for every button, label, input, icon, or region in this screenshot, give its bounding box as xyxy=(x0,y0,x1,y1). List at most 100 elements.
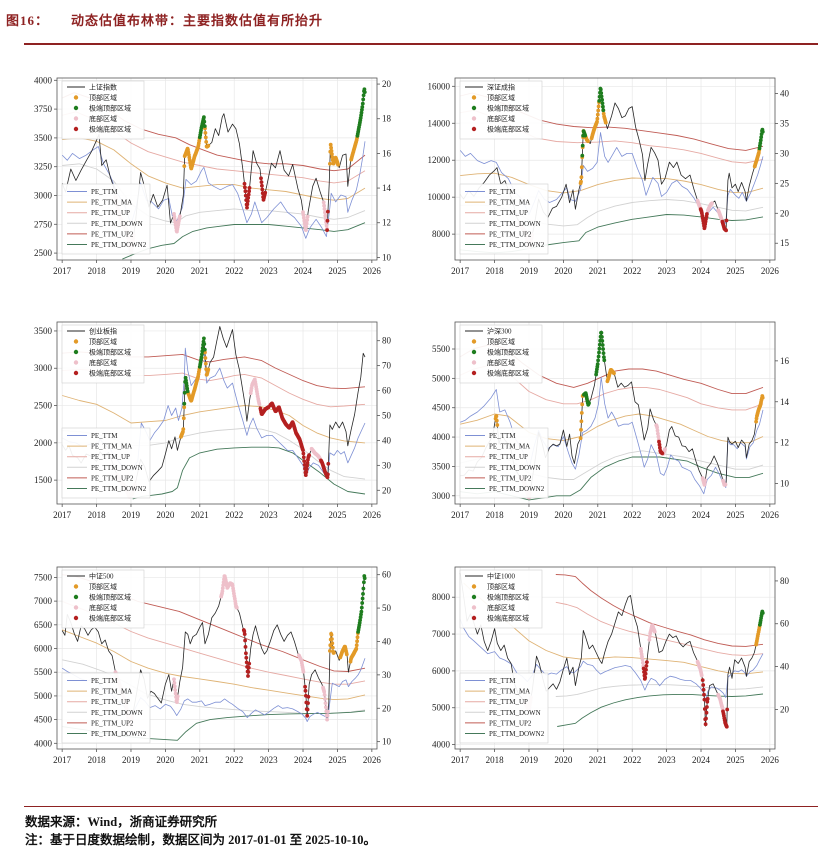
region-markers xyxy=(522,609,765,729)
pe-ttm-down2-line xyxy=(122,222,366,260)
legend-pe-label: PE_TTM_DOWN2 xyxy=(91,485,147,493)
x-axis-tick: 2023 xyxy=(260,510,279,520)
x-axis-tick: 2022 xyxy=(623,510,641,520)
left-axis-tick: 4000 xyxy=(34,738,53,748)
x-axis-tick: 2024 xyxy=(294,755,313,765)
x-axis-tick: 2017 xyxy=(53,510,72,520)
x-axis-tick: 2025 xyxy=(328,266,347,276)
plot-border xyxy=(454,566,776,750)
legend-pe-label: PE_TTM_DOWN2 xyxy=(489,730,545,738)
right-axis-tick: 60 xyxy=(382,386,392,396)
legend-pe-label: PE_TTM_DOWN xyxy=(91,220,143,228)
chart-csi300: 3000 3500 4000 4500 5000 5500 10 12 14 16 2017 2018… xyxy=(407,314,803,554)
left-axis-tick: 3000 xyxy=(432,491,451,501)
left-axis-tick: 2500 xyxy=(34,248,53,258)
legend-index-name: 沪深300 xyxy=(487,327,512,336)
left-axis-tick: 7000 xyxy=(432,629,451,639)
x-axis-tick: 2021 xyxy=(191,266,209,276)
legend-pe-lines: PE_TTM PE_TTM_MA PE_TTM_UP PE_TTM_DOWN PE_TT… xyxy=(459,672,549,744)
pe-ttm-up2-line xyxy=(555,574,764,647)
legend-pe-label: PE_TTM xyxy=(91,677,118,685)
left-axis-tick: 4500 xyxy=(34,715,53,725)
legend-region-label: 极端底部区域 xyxy=(487,614,529,623)
axis-labels: 4000 5000 6000 7000 8000 20 40 60 80 2017 2018 2019… xyxy=(432,576,790,765)
right-axis-tick: 50 xyxy=(382,410,392,420)
pe-ttm-ma-line xyxy=(62,629,366,701)
right-axis-tick: 12 xyxy=(780,438,789,448)
legend-pe-label: PE_TTM_MA xyxy=(91,199,132,207)
legend-pe-label: PE_TTM_DOWN xyxy=(489,709,541,717)
legend-index-name: 上证指数 xyxy=(89,83,117,92)
right-axis-tick: 20 xyxy=(382,79,392,89)
legend-pe-lines: PE_TTM PE_TTM_MA PE_TTM_UP PE_TTM_DOWN PE_TT… xyxy=(459,183,549,255)
legend-pe-label: PE_TTM_UP xyxy=(91,209,130,217)
x-axis-tick: 2020 xyxy=(156,266,175,276)
region-markers xyxy=(113,87,367,254)
legend-pe-label: PE_TTM xyxy=(91,188,118,196)
legend-region-label: 极端顶部区域 xyxy=(487,348,529,357)
left-axis-tick: 4500 xyxy=(432,403,451,413)
pe-ttm-ma-line xyxy=(460,413,764,444)
axis-labels: 2500 2750 3000 3250 3500 3750 4000 10 12 14 16 18 20… xyxy=(34,75,392,276)
left-axis-tick: 3750 xyxy=(34,104,53,114)
x-axis-tick: 2022 xyxy=(225,755,243,765)
legend-pe-label: PE_TTM_DOWN2 xyxy=(91,241,147,249)
left-axis-tick: 6000 xyxy=(432,666,451,676)
right-axis-tick: 40 xyxy=(382,636,392,646)
x-axis-tick: 2020 xyxy=(156,510,175,520)
legend-index-name: 中证500 xyxy=(89,572,114,581)
legend-region-label: 顶部区域 xyxy=(89,582,117,591)
left-axis-tick: 4000 xyxy=(432,740,451,750)
axis-labels: 1500 2000 2500 3000 3500 20 30 40 50 60 70 80 2017 20… xyxy=(34,326,392,520)
right-axis-tick: 16 xyxy=(382,148,392,158)
pe-ttm-ma-line xyxy=(62,395,366,444)
plot-border xyxy=(56,321,378,505)
right-axis-tick: 80 xyxy=(780,576,790,586)
x-axis-tick: 2023 xyxy=(260,266,279,276)
x-axis-tick: 2020 xyxy=(554,755,573,765)
figure-note: 注：基于日度数据绘制，数据区间为 2017-01-01 至 2025-10-10… xyxy=(25,833,377,847)
legend-region-label: 底部区域 xyxy=(487,603,515,612)
legend-pe-label: PE_TTM xyxy=(91,432,118,440)
x-axis-tick: 2022 xyxy=(225,266,243,276)
x-axis-tick: 2026 xyxy=(363,266,382,276)
x-axis-tick: 2024 xyxy=(692,755,711,765)
legend-region-label: 顶部区域 xyxy=(487,93,515,102)
x-axis-tick: 2017 xyxy=(451,755,470,765)
legend-region-label: 极端底部区域 xyxy=(89,369,131,378)
legend-pe-label: PE_TTM_UP2 xyxy=(489,474,532,482)
left-axis-tick: 3000 xyxy=(34,363,53,373)
legend-pe-label: PE_TTM_UP xyxy=(489,453,528,461)
right-axis-tick: 20 xyxy=(382,485,392,495)
x-axis-tick: 2020 xyxy=(156,755,175,765)
x-axis-tick: 2019 xyxy=(122,755,141,765)
right-axis-tick: 40 xyxy=(382,435,392,445)
legend-pe-label: PE_TTM_DOWN2 xyxy=(489,241,545,249)
legend-pe-label: PE_TTM_UP xyxy=(91,698,130,706)
right-axis-tick: 40 xyxy=(780,662,790,672)
x-axis-tick: 2021 xyxy=(191,510,209,520)
left-axis-tick: 3500 xyxy=(34,133,53,143)
left-axis-tick: 12000 xyxy=(428,155,451,165)
pe-ttm-ma-line xyxy=(62,137,366,201)
pe-ttm-down2-line xyxy=(132,446,366,500)
right-axis-tick: 10 xyxy=(780,479,790,489)
right-axis-tick: 18 xyxy=(382,114,392,124)
right-axis-tick: 20 xyxy=(780,208,790,218)
legend-pe-label: PE_TTM_DOWN xyxy=(489,220,541,228)
x-axis-tick: 2019 xyxy=(122,266,141,276)
pe-ttm-down-line xyxy=(555,684,764,697)
legend-pe-lines: PE_TTM PE_TTM_MA PE_TTM_UP PE_TTM_DOWN PE_TT… xyxy=(459,427,549,499)
x-axis-tick: 2018 xyxy=(486,755,505,765)
right-axis-tick: 16 xyxy=(780,356,790,366)
chart-canvas: 1500 2000 2500 3000 3500 20 30 40 50 60 70 80 2017 20… xyxy=(34,321,392,520)
legend-region-label: 顶部区域 xyxy=(89,93,117,102)
figure-label: 图16： xyxy=(6,13,50,28)
left-axis-tick: 2500 xyxy=(34,401,53,411)
plot-border xyxy=(56,77,378,261)
x-axis-tick: 2019 xyxy=(122,510,141,520)
legend-pe-label: PE_TTM_DOWN xyxy=(489,464,541,472)
legend-index-name: 中证1000 xyxy=(487,572,515,581)
